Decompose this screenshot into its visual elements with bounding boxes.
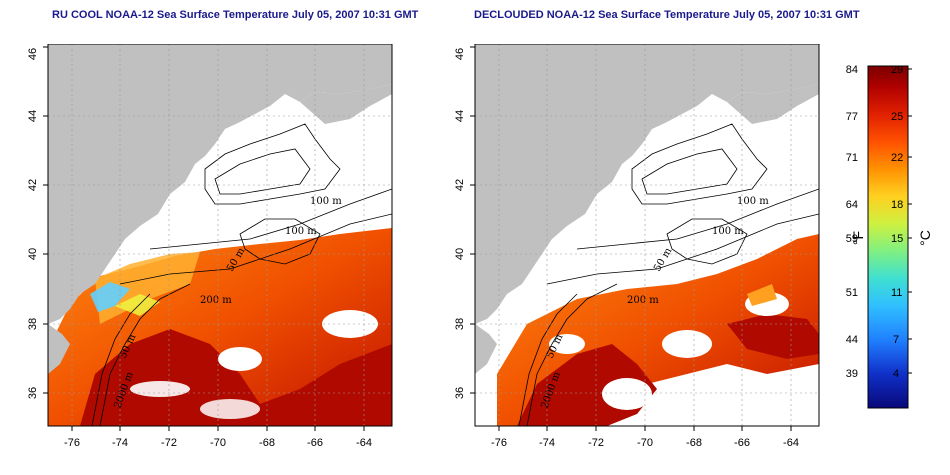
c-tick-label: 4 xyxy=(893,368,899,380)
colorbar-gradient xyxy=(867,65,909,409)
map-frame xyxy=(47,44,393,427)
fahrenheit-unit: °F xyxy=(850,231,866,245)
left-map-area: 100 m 100 m 50 m 200 m 50 m 2000 m xyxy=(48,44,392,426)
left-map: 100 m 100 m 50 m 200 m 50 m 2000 m -76 -… xyxy=(27,44,393,449)
x-tick-label: -66 xyxy=(307,437,323,449)
x-tick-label: -64 xyxy=(356,437,372,449)
f-tick-label: 39 xyxy=(846,368,858,380)
y-axis: 36 38 40 42 44 46 xyxy=(454,46,475,399)
grid-lines xyxy=(475,44,819,426)
x-tick-label: -74 xyxy=(539,437,555,449)
contour-label: 200 m xyxy=(627,295,659,306)
contour-label: 100 m xyxy=(285,226,317,237)
x-tick-label: -72 xyxy=(588,437,604,449)
celsius-ticks: 29 25 22 18 15 11 7 4 xyxy=(891,64,912,380)
colorbar: 84 77 71 64 59 51 44 39 29 25 22 18 15 1… xyxy=(846,64,933,409)
y-tick-label: 38 xyxy=(454,318,466,330)
x-tick-label: -66 xyxy=(734,437,750,449)
land-mass xyxy=(475,44,819,324)
x-tick-label: -76 xyxy=(491,437,507,449)
bathymetry-contours xyxy=(518,123,819,426)
f-tick-label: 71 xyxy=(846,152,858,164)
f-tick-label: 59 xyxy=(846,233,858,245)
x-axis: -76 -74 -72 -70 -68 -66 -64 xyxy=(491,426,799,449)
y-tick-label: 46 xyxy=(27,48,39,60)
f-tick-label: 84 xyxy=(846,64,858,76)
c-tick-label: 29 xyxy=(891,64,903,76)
f-tick-label: 51 xyxy=(846,287,858,299)
c-tick-label: 22 xyxy=(891,152,903,164)
contour-label: 100 m xyxy=(712,226,744,237)
y-tick-label: 40 xyxy=(27,248,39,260)
bathymetry-contours xyxy=(91,123,392,426)
y-tick-label: 40 xyxy=(454,248,466,260)
x-tick-label: -70 xyxy=(637,437,653,449)
gulf-stream xyxy=(80,329,392,426)
c-tick-label: 11 xyxy=(891,287,902,299)
y-tick-label: 44 xyxy=(27,110,39,122)
y-tick-label: 42 xyxy=(454,179,466,191)
f-tick-label: 77 xyxy=(846,111,858,123)
map-frame xyxy=(474,44,820,427)
c-tick-label: 7 xyxy=(893,334,899,346)
x-tick-label: -64 xyxy=(783,437,799,449)
celsius-unit: °C xyxy=(917,230,933,246)
right-map: 100 m 100 m 50 m 200 m 50 m 2000 m -76 -… xyxy=(454,44,820,449)
f-tick-label: 44 xyxy=(846,334,858,346)
y-tick-label: 46 xyxy=(454,48,466,60)
land-mass xyxy=(48,44,392,324)
f-tick-label: 64 xyxy=(846,199,858,211)
x-axis: -76 -74 -72 -70 -68 -66 -64 xyxy=(64,426,372,449)
y-tick-label: 38 xyxy=(27,318,39,330)
grid-lines xyxy=(48,44,392,426)
x-tick-label: -72 xyxy=(161,437,177,449)
c-tick-label: 15 xyxy=(891,233,903,245)
x-tick-label: -74 xyxy=(112,437,128,449)
left-title: RU COOL NOAA-12 Sea Surface Temperature … xyxy=(52,9,419,21)
x-tick-label: -68 xyxy=(686,437,702,449)
x-tick-label: -70 xyxy=(210,437,226,449)
y-axis: 36 38 40 42 44 46 xyxy=(27,46,48,399)
contour-label: 100 m xyxy=(737,196,769,207)
c-tick-label: 25 xyxy=(891,111,903,123)
x-tick-label: -76 xyxy=(64,437,80,449)
contour-label: 100 m xyxy=(310,196,342,207)
y-tick-label: 44 xyxy=(454,110,466,122)
y-tick-label: 36 xyxy=(454,387,466,399)
y-tick-label: 42 xyxy=(27,179,39,191)
right-map-area: 100 m 100 m 50 m 200 m 50 m 2000 m xyxy=(475,44,819,426)
c-tick-label: 18 xyxy=(891,199,903,211)
fahrenheit-ticks: 84 77 71 64 59 51 44 39 xyxy=(846,64,858,380)
y-tick-label: 36 xyxy=(27,387,39,399)
right-title: DECLOUDED NOAA-12 Sea Surface Temperatur… xyxy=(474,9,860,21)
nova-scotia xyxy=(300,84,392,124)
x-tick-label: -68 xyxy=(259,437,275,449)
contour-label: 200 m xyxy=(200,295,232,306)
